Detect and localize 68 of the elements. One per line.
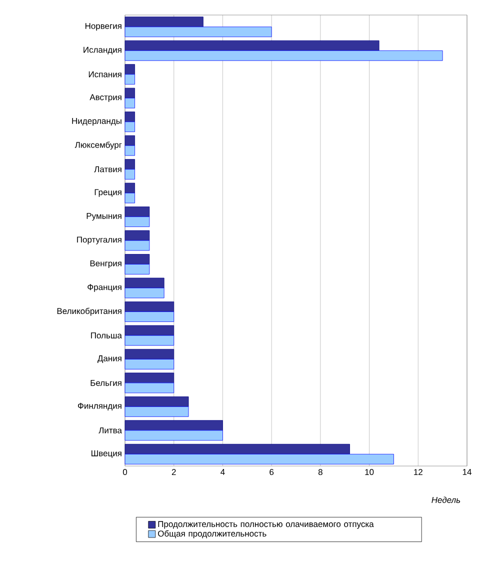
y-tick-label: Нидерланды — [72, 118, 122, 126]
bar — [124, 169, 135, 180]
bar — [124, 50, 443, 61]
bar — [124, 325, 174, 336]
x-axis-title: Недель — [432, 496, 460, 503]
y-tick-label: Финляндия — [78, 402, 122, 410]
y-tick-label: Швеция — [92, 450, 122, 458]
x-tick-label: 6 — [270, 469, 274, 476]
y-tick-label: Исландия — [84, 46, 122, 54]
bar — [124, 254, 150, 264]
bar — [124, 74, 135, 85]
bar — [124, 26, 272, 38]
y-tick-label: Венгрия — [90, 260, 122, 268]
bar — [124, 206, 150, 217]
bar — [124, 192, 135, 204]
x-tick-label: 2 — [172, 469, 176, 475]
bar — [124, 264, 150, 274]
bar — [124, 98, 135, 108]
bar — [124, 159, 135, 170]
y-tick-label: Люксембург — [74, 142, 122, 150]
x-tick-label: 4 — [220, 469, 225, 475]
y-tick-label: Румыния — [86, 212, 122, 221]
bar — [124, 396, 189, 407]
bar — [124, 40, 380, 51]
bar — [124, 278, 164, 288]
bar — [124, 230, 150, 241]
y-tick-label: Литва — [98, 427, 122, 434]
bar — [124, 216, 150, 227]
x-tick-label: 0 — [122, 469, 128, 476]
y-tick-label: Франция — [88, 284, 122, 292]
y-tick-label: Португалия — [77, 236, 122, 244]
bar — [124, 64, 135, 75]
bar — [124, 88, 135, 98]
bar — [124, 312, 174, 322]
bar — [124, 406, 189, 417]
bar — [124, 430, 223, 441]
bar — [124, 348, 174, 360]
y-tick-label: Польша — [91, 332, 122, 338]
bar — [124, 302, 174, 312]
bar — [124, 444, 350, 454]
bar — [124, 240, 150, 251]
bar — [124, 288, 164, 298]
bar — [124, 372, 174, 384]
bar — [124, 335, 174, 346]
bar — [124, 135, 135, 146]
y-tick-label: Австрия — [90, 94, 122, 102]
bar — [124, 420, 223, 431]
y-tick-label: Латвия — [94, 166, 122, 172]
bar — [124, 122, 135, 132]
bar — [124, 182, 135, 194]
legend-label: Продолжительность полностью олачиваемого отпуска — [158, 521, 374, 529]
x-tick-label: 12 — [414, 469, 422, 475]
x-tick-label: 10 — [365, 469, 374, 476]
bar — [124, 145, 135, 156]
bar — [124, 112, 135, 122]
bar — [124, 382, 174, 394]
x-tick-label: 14 — [462, 469, 472, 475]
y-tick-label: Бельгия — [90, 380, 122, 386]
legend-label: Общая продолжительность — [158, 530, 266, 538]
y-tick-label: Норвегия — [85, 23, 122, 31]
y-tick-label: Греция — [94, 189, 122, 197]
bar — [124, 454, 394, 464]
bar — [124, 358, 174, 370]
y-tick-label: Испания — [88, 71, 122, 78]
bar — [124, 16, 204, 28]
y-tick-label: Дания — [98, 355, 122, 363]
y-tick-label: Великобритания — [57, 308, 122, 316]
x-tick-label: 8 — [318, 469, 322, 476]
